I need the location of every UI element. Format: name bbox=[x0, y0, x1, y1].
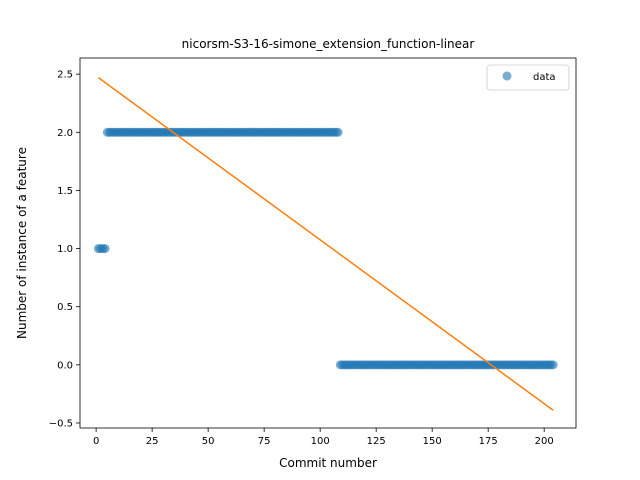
x-tick-label: 50 bbox=[202, 436, 215, 447]
x-tick-label: 100 bbox=[311, 436, 330, 447]
legend-marker bbox=[502, 71, 512, 81]
legend-box bbox=[486, 64, 570, 91]
y-axis-ticks: −0.5 0.0 0.5 1.0 1.5 2.0 2.5 bbox=[49, 70, 80, 430]
x-tick-label: 0 bbox=[93, 436, 99, 447]
x-axis-title: Commit number bbox=[279, 456, 377, 470]
x-tick-label: 150 bbox=[423, 436, 442, 447]
linear-fit-line bbox=[97, 77, 554, 411]
y-tick-label: 2.5 bbox=[57, 70, 73, 81]
y-tick-label: 2.0 bbox=[57, 128, 73, 139]
legend: data bbox=[486, 64, 570, 91]
data-point bbox=[100, 244, 110, 254]
plot-area bbox=[93, 77, 558, 411]
axes-frame bbox=[79, 57, 577, 429]
chart-title: nicorsm-S3-16-simone_extension_function-… bbox=[182, 37, 475, 51]
legend-label-data: data bbox=[533, 72, 556, 83]
data-point bbox=[333, 127, 343, 137]
y-tick-label: 1.0 bbox=[57, 244, 73, 255]
x-tick-label: 25 bbox=[146, 436, 159, 447]
x-tick-label: 200 bbox=[535, 436, 554, 447]
y-tick-label: 0.5 bbox=[57, 302, 73, 313]
x-tick-label: 175 bbox=[479, 436, 498, 447]
data-point bbox=[548, 360, 558, 370]
y-tick-label: 1.5 bbox=[57, 186, 73, 197]
x-tick-label: 125 bbox=[367, 436, 386, 447]
x-tick-label: 75 bbox=[258, 436, 271, 447]
x-axis-ticks: 0 25 50 75 100 125 150 175 200 bbox=[93, 428, 554, 447]
y-axis-title: Number of instance of a feature bbox=[15, 147, 29, 339]
y-tick-label: 0.0 bbox=[57, 360, 73, 371]
y-tick-label: −0.5 bbox=[49, 419, 73, 430]
